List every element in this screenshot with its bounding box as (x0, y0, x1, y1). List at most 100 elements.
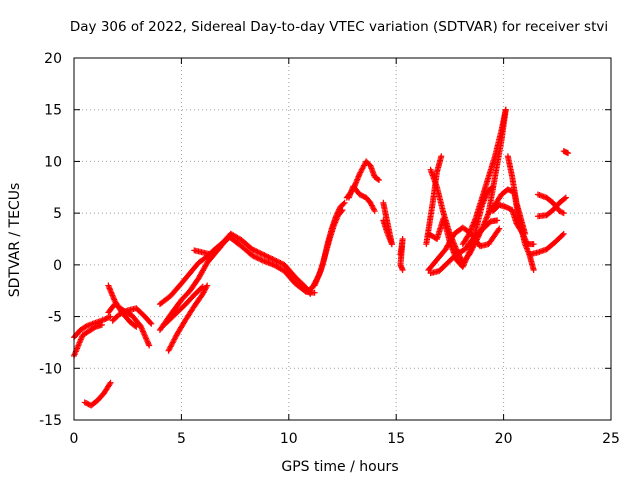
data-point (264, 253, 271, 260)
y-tick-label: 20 (44, 51, 62, 67)
data-point (249, 246, 256, 253)
data-point (107, 379, 114, 386)
data-point (495, 226, 502, 233)
tick-layer: 0 5 10 15 20 25 -15 -10 -5 0 5 10 15 20 (39, 51, 620, 447)
data-point (268, 255, 275, 262)
x-tick-label: 15 (387, 431, 405, 447)
data-point (257, 256, 264, 263)
data-point (341, 199, 348, 206)
series-arc-9 (165, 282, 211, 354)
series-arc-2 (71, 321, 105, 359)
data-point (478, 227, 485, 234)
series-arc-20 (397, 236, 406, 274)
plot-frame (73, 57, 612, 421)
series-arc-19 (380, 217, 395, 248)
data-point (340, 200, 347, 207)
data-point (457, 254, 464, 261)
y-tick-label: -10 (39, 361, 62, 377)
data-point (258, 257, 265, 264)
data-point (147, 319, 154, 326)
data-point (266, 254, 273, 261)
data-point (522, 230, 529, 237)
data-point (438, 153, 445, 160)
data-point (133, 323, 140, 330)
data-point (255, 255, 262, 262)
data-point (388, 241, 395, 248)
data-point (456, 253, 463, 260)
data-point (399, 267, 406, 274)
series-arc-3 (81, 379, 114, 409)
data-point (496, 225, 503, 232)
data-point (98, 321, 105, 328)
x-tick-label: 10 (280, 431, 298, 447)
data-point (561, 195, 568, 202)
data-point (371, 208, 378, 215)
data-point (106, 381, 113, 388)
data-point (254, 255, 261, 262)
data-point (132, 323, 139, 330)
data-point (265, 254, 272, 261)
series-arc-11 (191, 244, 224, 258)
x-tick-label: 20 (495, 431, 513, 447)
series-arc-6 (109, 305, 155, 327)
data-point (530, 267, 537, 274)
series-arc-30 (526, 230, 567, 258)
x-axis-label: GPS time / hours (281, 459, 398, 475)
data-point (251, 247, 258, 254)
series-arc-33 (560, 148, 572, 157)
series-arc-15 (311, 207, 346, 289)
data-point (489, 184, 496, 191)
data-point (261, 252, 268, 259)
data-point (374, 176, 381, 183)
series-arc-29 (504, 153, 529, 237)
series-arc-32 (534, 191, 567, 217)
x-tick-label: 25 (602, 431, 620, 447)
data-point (198, 284, 205, 291)
y-tick-label: 10 (44, 154, 62, 170)
chart-title: Day 306 of 2022, Sidereal Day-to-day VTE… (70, 19, 608, 35)
data-point (311, 289, 318, 296)
data-point (465, 232, 472, 239)
data-point (502, 106, 509, 113)
data-layer (71, 106, 572, 409)
data-point (107, 313, 114, 320)
data-point (338, 208, 345, 215)
data-point (250, 253, 257, 260)
y-axis-label: SDTVAR / TECUs (7, 183, 23, 298)
grid-layer (74, 58, 611, 420)
data-point (488, 185, 495, 192)
data-point (258, 250, 265, 257)
data-point (559, 231, 566, 238)
x-tick-label: 5 (177, 431, 186, 447)
data-point (250, 246, 257, 253)
data-point (560, 230, 567, 237)
data-point (260, 251, 267, 258)
data-point (339, 207, 346, 214)
data-point (273, 257, 280, 264)
data-point (565, 150, 572, 157)
data-point (371, 206, 378, 213)
y-tick-label: 5 (53, 206, 62, 222)
data-point (262, 252, 269, 259)
data-point (199, 283, 206, 290)
data-point (272, 257, 279, 264)
data-point (106, 314, 113, 321)
series-arc-1 (71, 313, 114, 341)
data-point (530, 241, 537, 248)
y-tick-label: 0 (53, 258, 62, 274)
data-point (249, 252, 256, 259)
data-point (204, 282, 211, 289)
data-point (215, 245, 222, 252)
data-point (560, 210, 567, 217)
series-arc-28 (489, 201, 537, 248)
series-arc-17 (345, 183, 378, 215)
y-tick-label: -15 (39, 413, 62, 429)
data-point (494, 217, 501, 224)
series-arc-26 (459, 106, 509, 248)
data-point (253, 248, 260, 255)
data-point (276, 259, 283, 266)
data-point (217, 244, 224, 251)
data-point (255, 249, 262, 256)
x-tick-label: 0 (70, 431, 79, 447)
